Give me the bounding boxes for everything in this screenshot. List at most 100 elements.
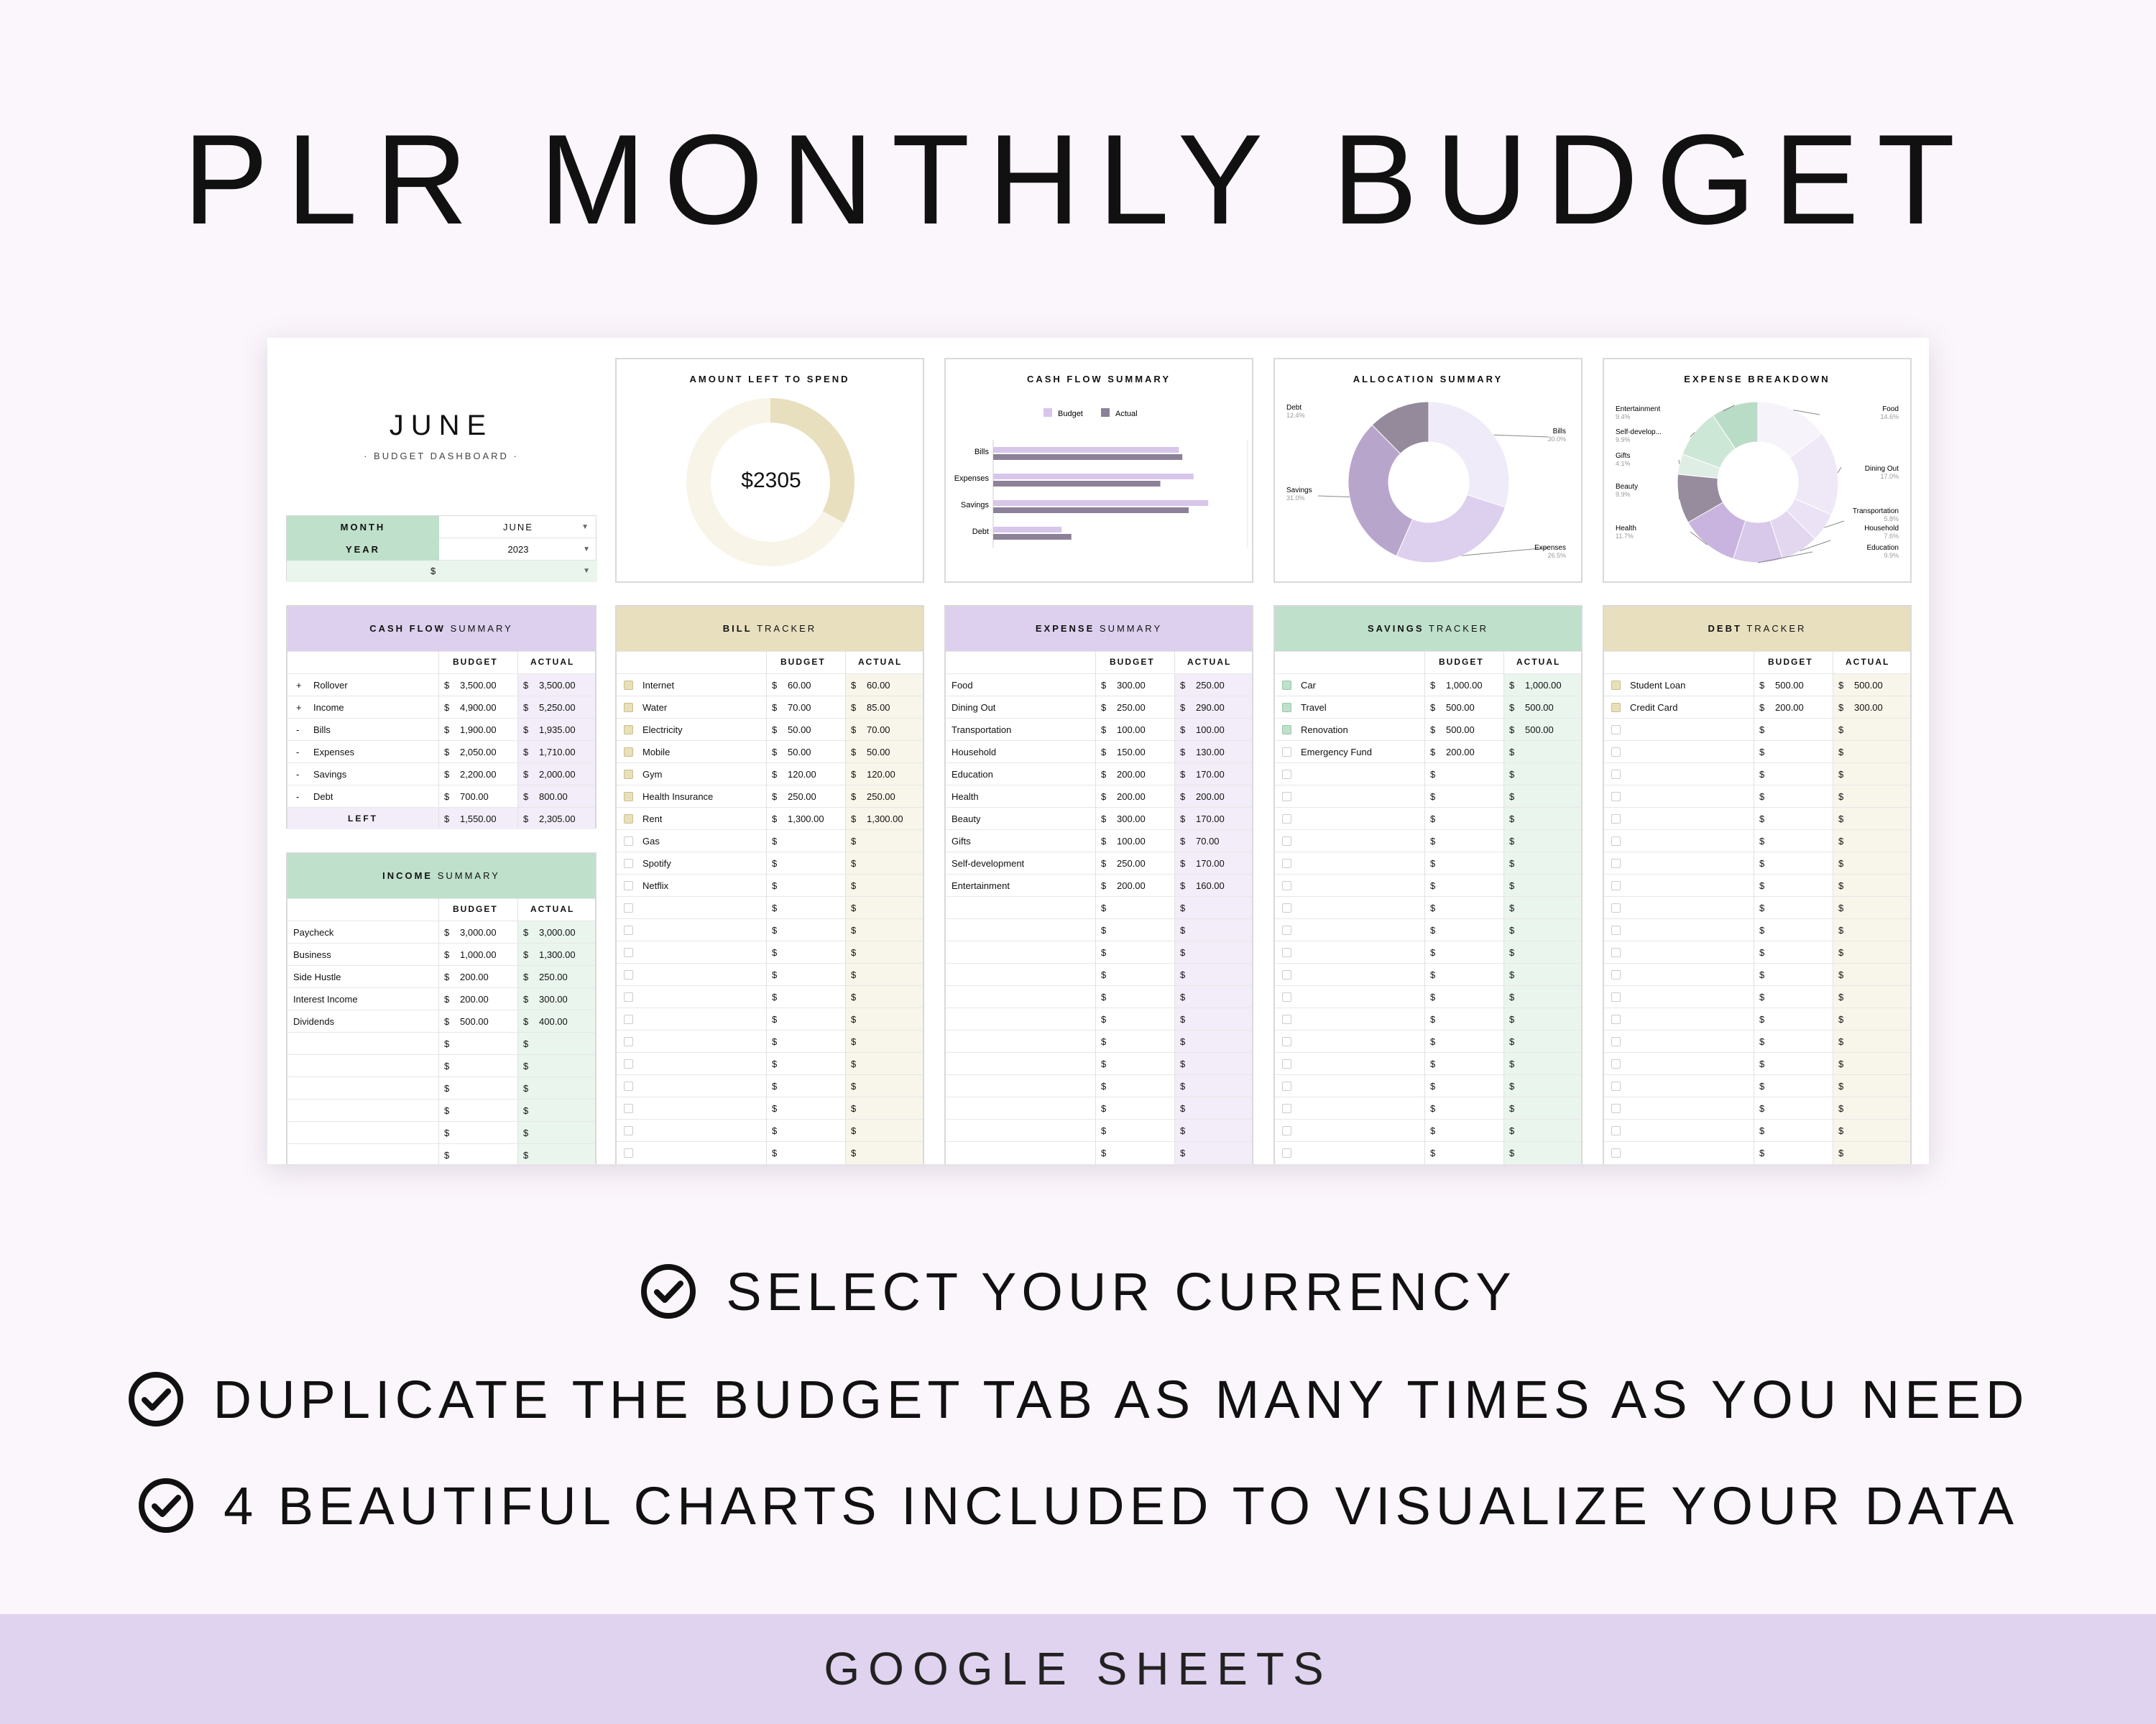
row-checkbox[interactable] xyxy=(1611,1148,1621,1158)
row-checkbox[interactable] xyxy=(1282,1059,1291,1069)
table-row[interactable]: $ $ xyxy=(1604,918,1910,941)
row-checkbox[interactable] xyxy=(624,1104,633,1113)
row-checkbox[interactable] xyxy=(624,814,633,824)
table-row[interactable]: $ $ xyxy=(1275,1030,1581,1053)
row-checkbox[interactable] xyxy=(1282,948,1291,957)
row-checkbox[interactable] xyxy=(1282,1104,1291,1113)
budget-cell[interactable]: $ xyxy=(1424,808,1502,830)
actual-cell[interactable]: $ xyxy=(845,852,923,875)
table-row[interactable]: $ $ xyxy=(287,1077,595,1100)
budget-cell[interactable]: $ xyxy=(1754,1097,1831,1120)
budget-cell[interactable]: $ xyxy=(1754,1008,1831,1031)
actual-cell[interactable]: $ xyxy=(845,897,923,919)
table-row[interactable]: $ $ xyxy=(946,985,1252,1008)
actual-cell[interactable]: $ xyxy=(1833,741,1910,763)
table-row[interactable]: Entertainment $200.00 $160.00 xyxy=(946,874,1252,897)
row-checkbox[interactable] xyxy=(1282,859,1291,868)
budget-cell[interactable]: $100.00 xyxy=(1095,830,1173,852)
budget-cell[interactable]: $ xyxy=(1754,897,1831,919)
actual-cell[interactable]: $ xyxy=(1503,964,1581,986)
budget-cell[interactable]: $ xyxy=(1754,785,1831,808)
budget-cell[interactable]: $ xyxy=(438,1077,516,1100)
actual-cell[interactable]: $ xyxy=(1833,897,1910,919)
budget-cell[interactable]: $ xyxy=(766,964,844,986)
budget-cell[interactable]: $ xyxy=(1424,941,1502,964)
table-row[interactable]: $ $ xyxy=(1275,829,1581,852)
table-row[interactable]: Self-development $250.00 $170.00 xyxy=(946,852,1252,875)
table-row[interactable]: $ $ xyxy=(287,1054,595,1077)
table-row[interactable]: - Expenses $2,050.00 $1,710.00 xyxy=(287,740,595,763)
table-row[interactable]: $ $ xyxy=(1275,963,1581,986)
row-checkbox[interactable] xyxy=(1611,1037,1621,1046)
actual-cell[interactable]: $50.00 xyxy=(845,741,923,763)
budget-cell[interactable]: $700.00 xyxy=(438,785,516,808)
actual-cell[interactable]: $ xyxy=(1174,919,1252,941)
budget-cell[interactable]: $50.00 xyxy=(766,741,844,763)
table-row[interactable]: $ $ xyxy=(1275,874,1581,897)
table-row[interactable]: $ $ xyxy=(1604,1097,1910,1120)
actual-cell[interactable]: $3,500.00 xyxy=(517,674,595,696)
actual-cell[interactable]: $170.00 xyxy=(1174,808,1252,830)
actual-cell[interactable]: $ xyxy=(1174,897,1252,919)
table-row[interactable]: $ $ xyxy=(1604,1141,1910,1164)
budget-cell[interactable]: $ xyxy=(1424,1031,1502,1053)
budget-cell[interactable]: $ xyxy=(1754,1075,1831,1097)
row-checkbox[interactable] xyxy=(1611,725,1621,734)
budget-cell[interactable]: $ xyxy=(1095,1097,1173,1120)
row-checkbox[interactable] xyxy=(624,903,633,913)
actual-cell[interactable]: $ xyxy=(1174,1075,1252,1097)
actual-cell[interactable]: $ xyxy=(517,1144,595,1164)
row-checkbox[interactable] xyxy=(1282,1037,1291,1046)
budget-cell[interactable]: $ xyxy=(766,1031,844,1053)
row-checkbox[interactable] xyxy=(1282,725,1291,734)
budget-cell[interactable]: $ xyxy=(766,919,844,941)
actual-cell[interactable]: $ xyxy=(845,919,923,941)
budget-cell[interactable]: $ xyxy=(1754,1142,1831,1164)
actual-cell[interactable]: $250.00 xyxy=(1174,674,1252,696)
actual-cell[interactable]: $ xyxy=(1503,1142,1581,1164)
budget-cell[interactable]: $ xyxy=(1095,964,1173,986)
actual-cell[interactable]: $100.00 xyxy=(1174,719,1252,741)
budget-cell[interactable]: $ xyxy=(438,1100,516,1122)
row-checkbox[interactable] xyxy=(1611,970,1621,979)
actual-cell[interactable]: $170.00 xyxy=(1174,763,1252,785)
table-row[interactable]: $ $ xyxy=(287,1032,595,1055)
actual-cell[interactable]: $ xyxy=(845,830,923,852)
actual-cell[interactable]: $ xyxy=(1833,1097,1910,1120)
budget-cell[interactable]: $ xyxy=(1424,1120,1502,1142)
budget-cell[interactable]: $ xyxy=(766,875,844,897)
budget-cell[interactable]: $ xyxy=(1754,808,1831,830)
table-row[interactable]: Gifts $100.00 $70.00 xyxy=(946,829,1252,852)
budget-cell[interactable]: $150.00 xyxy=(1095,741,1173,763)
actual-cell[interactable]: $ xyxy=(1833,763,1910,785)
budget-cell[interactable]: $ xyxy=(1095,1008,1173,1031)
actual-cell[interactable]: $120.00 xyxy=(845,763,923,785)
actual-cell[interactable]: $85.00 xyxy=(845,696,923,719)
table-row[interactable]: $ $ xyxy=(617,1119,923,1142)
row-checkbox[interactable] xyxy=(1282,970,1291,979)
actual-cell[interactable]: $ xyxy=(1174,1031,1252,1053)
row-checkbox[interactable] xyxy=(624,992,633,1002)
actual-cell[interactable]: $ xyxy=(517,1033,595,1055)
row-checkbox[interactable] xyxy=(624,881,633,890)
budget-cell[interactable]: $ xyxy=(1754,1053,1831,1075)
table-row[interactable]: $ $ xyxy=(1275,1008,1581,1031)
table-row[interactable]: $ $ xyxy=(946,1141,1252,1164)
table-row[interactable]: $ $ xyxy=(1604,1119,1910,1142)
actual-cell[interactable]: $ xyxy=(845,1008,923,1031)
actual-cell[interactable]: $ xyxy=(1174,1053,1252,1075)
table-row[interactable]: $ $ xyxy=(1604,1074,1910,1097)
budget-cell[interactable]: $250.00 xyxy=(1095,852,1173,875)
actual-cell[interactable]: $ xyxy=(1503,741,1581,763)
table-row[interactable]: $ $ xyxy=(946,941,1252,964)
table-row[interactable]: $ $ xyxy=(1275,1119,1581,1142)
table-row[interactable]: $ $ xyxy=(1604,1030,1910,1053)
budget-cell[interactable]: $ xyxy=(1095,1031,1173,1053)
row-checkbox[interactable] xyxy=(624,747,633,757)
actual-cell[interactable]: $ xyxy=(1174,1120,1252,1142)
budget-cell[interactable]: $50.00 xyxy=(766,719,844,741)
table-row[interactable]: Renovation $500.00 $500.00 xyxy=(1275,718,1581,741)
budget-cell[interactable]: $200.00 xyxy=(1095,785,1173,808)
budget-cell[interactable]: $ xyxy=(766,941,844,964)
budget-cell[interactable]: $ xyxy=(1754,1120,1831,1142)
